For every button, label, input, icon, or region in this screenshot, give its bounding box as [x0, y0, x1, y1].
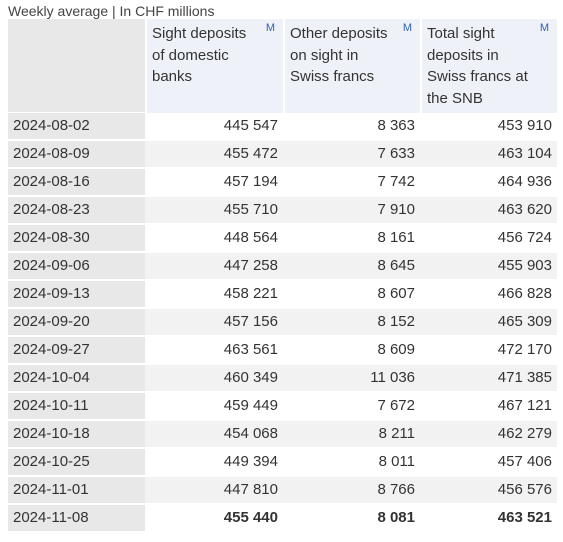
cell-total-sight-deposits: 463 620: [420, 197, 557, 225]
cell-other-deposits: 8 766: [283, 477, 420, 505]
cell-domestic-banks: 455 710: [145, 197, 283, 225]
cell-other-deposits: 7 910: [283, 197, 420, 225]
cell-domestic-banks: 455 440: [145, 505, 283, 533]
table-row: 2024-11-01 447 810 8 766 456 576: [8, 477, 557, 505]
cell-other-deposits: 8 363: [283, 113, 420, 141]
row-date: 2024-09-20: [8, 309, 145, 337]
cell-other-deposits: 7 672: [283, 393, 420, 421]
metadata-link[interactable]: M: [265, 22, 275, 34]
table-row: 2024-10-18 454 068 8 211 462 279: [8, 421, 557, 449]
cell-other-deposits: 8 607: [283, 281, 420, 309]
cell-total-sight-deposits: 455 903: [420, 253, 557, 281]
row-date: 2024-10-04: [8, 365, 145, 393]
column-header-label: Sight deposits of domestic banks: [152, 25, 247, 85]
table-row: 2024-10-11 459 449 7 672 467 121: [8, 393, 557, 421]
cell-total-sight-deposits: 466 828: [420, 281, 557, 309]
table-row: 2024-08-30 448 564 8 161 456 724: [8, 225, 557, 253]
table-caption: Weekly average | In CHF millions: [8, 3, 215, 19]
cell-domestic-banks: 458 221: [145, 281, 283, 309]
cell-other-deposits: 8 081: [283, 505, 420, 533]
row-date: 2024-09-06: [8, 253, 145, 281]
cell-total-sight-deposits: 453 910: [420, 113, 557, 141]
cell-domestic-banks: 448 564: [145, 225, 283, 253]
cell-domestic-banks: 455 472: [145, 141, 283, 169]
cell-total-sight-deposits: 457 406: [420, 449, 557, 477]
cell-domestic-banks: 460 349: [145, 365, 283, 393]
cell-total-sight-deposits: 464 936: [420, 169, 557, 197]
table-row: 2024-08-23 455 710 7 910 463 620: [8, 197, 557, 225]
column-header-total-sight-deposits: Total sight deposits in Swiss francs at …: [420, 19, 557, 113]
table-row: 2024-08-09 455 472 7 633 463 104: [8, 141, 557, 169]
cell-total-sight-deposits: 456 724: [420, 225, 557, 253]
cell-other-deposits: 11 036: [283, 365, 420, 393]
cell-other-deposits: 8 211: [283, 421, 420, 449]
row-date: 2024-11-08: [8, 505, 145, 533]
sight-deposits-table: Sight deposits of domestic banks M Other…: [8, 19, 557, 533]
cell-other-deposits: 8 609: [283, 337, 420, 365]
cell-total-sight-deposits: 463 104: [420, 141, 557, 169]
cell-total-sight-deposits: 456 576: [420, 477, 557, 505]
table-row: 2024-10-04 460 349 11 036 471 385: [8, 365, 557, 393]
cell-total-sight-deposits: 462 279: [420, 421, 557, 449]
cell-other-deposits: 8 152: [283, 309, 420, 337]
cell-other-deposits: 8 011: [283, 449, 420, 477]
metadata-link[interactable]: M: [402, 22, 412, 34]
header-corner: [8, 19, 145, 113]
cell-domestic-banks: 459 449: [145, 393, 283, 421]
cell-total-sight-deposits: 463 521: [420, 505, 557, 533]
table-row: 2024-11-08 455 440 8 081 463 521: [8, 505, 557, 533]
table-row: 2024-10-25 449 394 8 011 457 406: [8, 449, 557, 477]
row-date: 2024-08-09: [8, 141, 145, 169]
cell-total-sight-deposits: 467 121: [420, 393, 557, 421]
row-date: 2024-08-23: [8, 197, 145, 225]
row-date: 2024-09-13: [8, 281, 145, 309]
column-header-domestic-banks: Sight deposits of domestic banks M: [145, 19, 283, 113]
cell-other-deposits: 8 645: [283, 253, 420, 281]
column-header-label: Other deposits on sight in Swiss francs: [290, 25, 388, 85]
cell-domestic-banks: 457 194: [145, 169, 283, 197]
row-date: 2024-11-01: [8, 477, 145, 505]
row-date: 2024-10-18: [8, 421, 145, 449]
cell-domestic-banks: 454 068: [145, 421, 283, 449]
cell-domestic-banks: 447 258: [145, 253, 283, 281]
row-date: 2024-08-16: [8, 169, 145, 197]
metadata-link[interactable]: M: [539, 22, 549, 34]
table-row: 2024-09-13 458 221 8 607 466 828: [8, 281, 557, 309]
cell-total-sight-deposits: 471 385: [420, 365, 557, 393]
table-row: 2024-08-02 445 547 8 363 453 910: [8, 113, 557, 141]
cell-total-sight-deposits: 465 309: [420, 309, 557, 337]
table-row: 2024-09-06 447 258 8 645 455 903: [8, 253, 557, 281]
cell-other-deposits: 7 742: [283, 169, 420, 197]
cell-total-sight-deposits: 472 170: [420, 337, 557, 365]
table-header-row: Sight deposits of domestic banks M Other…: [8, 19, 557, 113]
row-date: 2024-08-02: [8, 113, 145, 141]
row-date: 2024-10-11: [8, 393, 145, 421]
cell-domestic-banks: 463 561: [145, 337, 283, 365]
table-row: 2024-08-16 457 194 7 742 464 936: [8, 169, 557, 197]
row-date: 2024-08-30: [8, 225, 145, 253]
cell-domestic-banks: 445 547: [145, 113, 283, 141]
column-header-other-deposits: Other deposits on sight in Swiss francs …: [283, 19, 420, 113]
row-date: 2024-10-25: [8, 449, 145, 477]
cell-domestic-banks: 457 156: [145, 309, 283, 337]
cell-other-deposits: 7 633: [283, 141, 420, 169]
cell-other-deposits: 8 161: [283, 225, 420, 253]
cell-domestic-banks: 449 394: [145, 449, 283, 477]
column-header-label: Total sight deposits in Swiss francs at …: [427, 25, 528, 107]
table-row: 2024-09-20 457 156 8 152 465 309: [8, 309, 557, 337]
table-row: 2024-09-27 463 561 8 609 472 170: [8, 337, 557, 365]
cell-domestic-banks: 447 810: [145, 477, 283, 505]
row-date: 2024-09-27: [8, 337, 145, 365]
